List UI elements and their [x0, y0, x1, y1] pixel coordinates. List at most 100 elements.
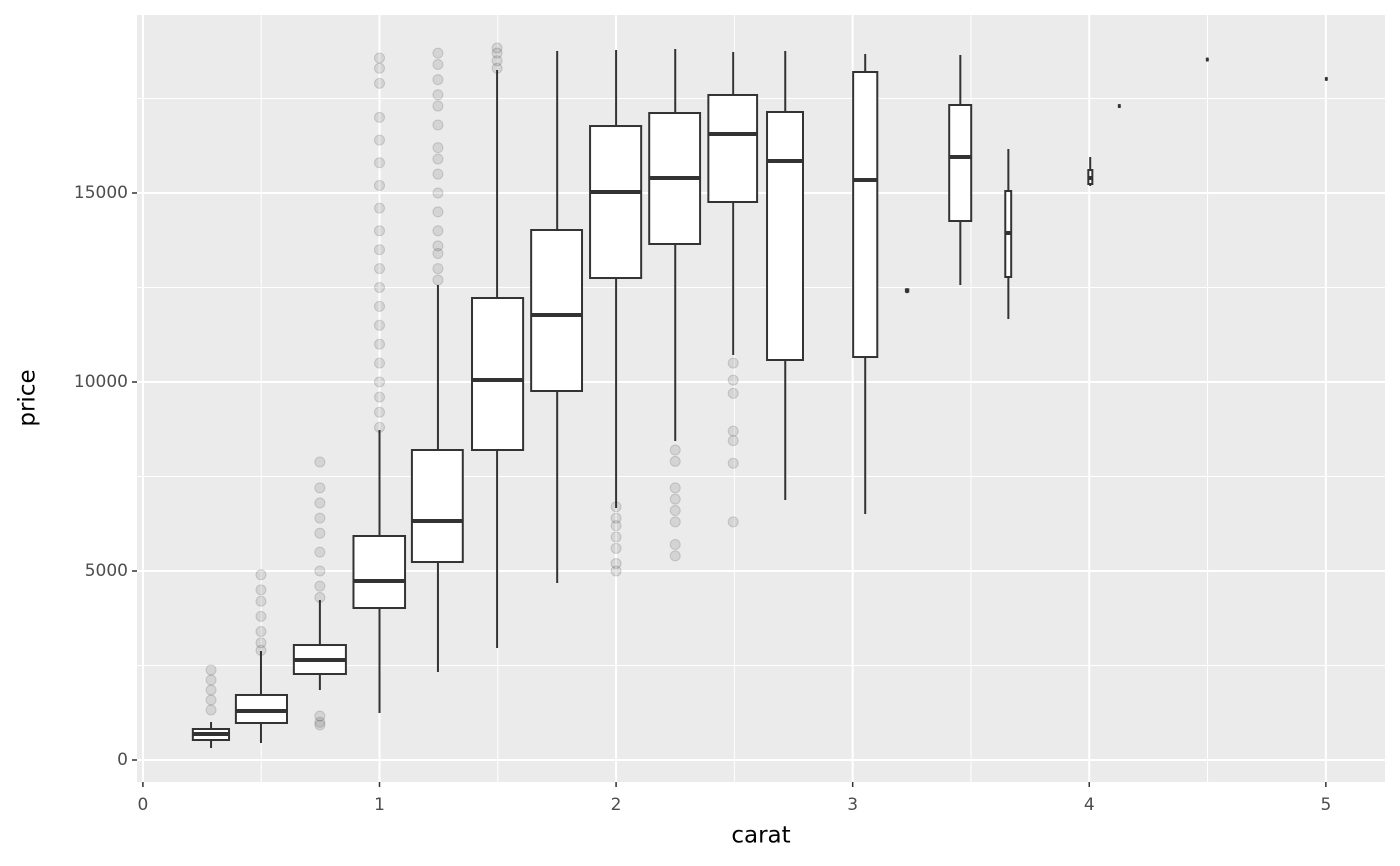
outlier: [669, 444, 681, 456]
outlier: [432, 206, 444, 218]
outlier: [727, 374, 739, 386]
outlier: [255, 610, 267, 622]
outlier: [669, 482, 681, 494]
outlier: [727, 516, 739, 528]
y-axis-title: price: [15, 369, 41, 426]
outlier: [205, 674, 217, 686]
outlier: [610, 501, 622, 513]
outlier: [314, 497, 326, 509]
outlier: [205, 684, 217, 696]
outlier: [374, 52, 386, 64]
y-tick-label: 15000: [74, 183, 128, 203]
outlier: [374, 77, 386, 89]
outlier: [205, 664, 217, 676]
box: [589, 125, 643, 280]
outlier: [669, 493, 681, 505]
x-tick-label: 5: [1320, 795, 1331, 815]
box: [352, 534, 407, 610]
outlier: [374, 376, 386, 388]
outlier: [432, 247, 444, 259]
x-tick-label: 2: [611, 795, 622, 815]
y-tick-label: 5000: [85, 561, 128, 581]
box: [471, 297, 525, 452]
outlier: [374, 179, 386, 191]
outlier: [432, 119, 444, 131]
y-tick-label: 0: [117, 750, 128, 770]
outlier: [255, 595, 267, 607]
box: [852, 71, 879, 359]
outlier: [491, 62, 503, 74]
outlier: [610, 512, 622, 524]
outlier: [374, 244, 386, 256]
x-axis-title: carat: [731, 823, 790, 849]
y-tick-label: 10000: [74, 372, 128, 392]
box: [948, 104, 973, 223]
outlier: [727, 435, 739, 447]
outlier: [314, 482, 326, 494]
outlier: [374, 421, 386, 433]
outlier: [374, 338, 386, 350]
outlier: [314, 710, 326, 722]
outlier: [314, 591, 326, 603]
outlier: [432, 225, 444, 237]
outlier: [610, 557, 622, 569]
outlier: [610, 531, 622, 543]
outlier: [314, 716, 326, 728]
outlier: [374, 202, 386, 214]
outlier: [205, 704, 217, 716]
outlier: [432, 89, 444, 101]
outlier: [432, 74, 444, 86]
outlier: [610, 565, 622, 577]
outlier: [314, 580, 326, 592]
outlier: [374, 62, 386, 74]
outlier: [432, 100, 444, 112]
outlier: [374, 282, 386, 294]
outlier: [727, 357, 739, 369]
outlier: [610, 542, 622, 554]
outlier: [432, 240, 444, 252]
outlier: [432, 142, 444, 154]
outlier: [432, 58, 444, 70]
outlier: [669, 539, 681, 551]
outlier: [314, 719, 326, 731]
box: [707, 93, 759, 203]
outlier: [669, 550, 681, 562]
outlier: [669, 516, 681, 528]
outlier: [205, 694, 217, 706]
x-tick-label: 4: [1084, 795, 1095, 815]
outlier: [314, 456, 326, 468]
outlier: [727, 457, 739, 469]
box: [530, 229, 584, 392]
outlier: [669, 505, 681, 517]
outlier: [374, 391, 386, 403]
box: [410, 449, 464, 564]
outlier: [374, 111, 386, 123]
outlier: [255, 625, 267, 637]
outlier: [374, 319, 386, 331]
outlier: [255, 569, 267, 581]
outlier: [255, 644, 267, 656]
outlier: [255, 584, 267, 596]
box: [766, 110, 804, 362]
outlier: [432, 168, 444, 180]
outlier: [374, 225, 386, 237]
outlier: [374, 406, 386, 418]
outlier: [314, 527, 326, 539]
outlier: [314, 512, 326, 524]
outlier: [255, 637, 267, 649]
outlier: [727, 387, 739, 399]
x-tick-label: 3: [847, 795, 858, 815]
outlier: [374, 134, 386, 146]
outlier: [491, 47, 503, 59]
outlier: [314, 565, 326, 577]
outlier: [314, 546, 326, 558]
outlier: [374, 357, 386, 369]
outlier: [727, 425, 739, 437]
outlier: [491, 55, 503, 67]
outlier: [669, 455, 681, 467]
outlier: [491, 42, 503, 54]
outlier: [374, 157, 386, 169]
outlier: [432, 187, 444, 199]
box: [234, 693, 288, 724]
